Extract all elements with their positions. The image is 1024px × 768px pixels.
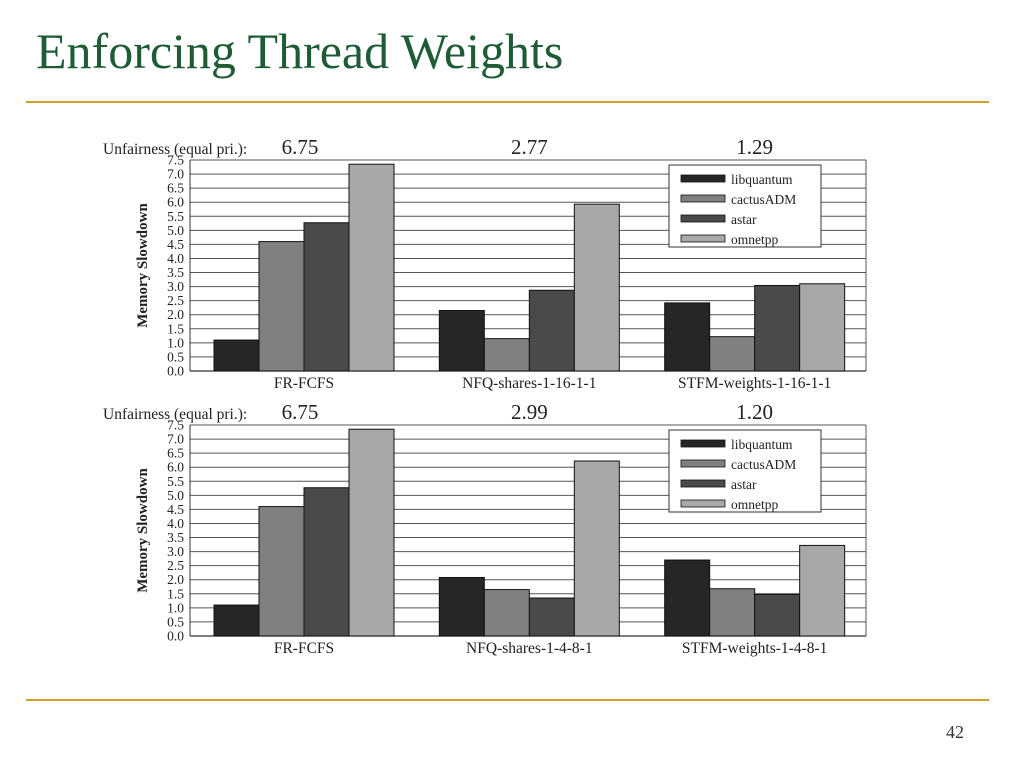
unfairness-value: 1.20 (736, 400, 773, 424)
page-number: 42 (946, 722, 964, 742)
y-tick-label: 7.5 (167, 153, 184, 168)
bar-omnetpp-1 (573, 460, 620, 637)
y-tick-label: 3.5 (167, 265, 184, 280)
unfairness-value: 2.99 (511, 400, 548, 424)
legend-label-omnetpp: omnetpp (731, 232, 778, 247)
y-tick-label: 4.5 (167, 237, 184, 252)
bar-cactusADM-1 (483, 589, 530, 637)
title-divider (26, 101, 989, 103)
legend-swatch-cactusADM (680, 459, 726, 468)
bar-astar-0 (303, 487, 350, 637)
bar-cactusADM-2 (709, 588, 756, 637)
unfairness-label: Unfairness (equal pri.): (103, 141, 247, 158)
unfairness-value: 6.75 (282, 135, 319, 159)
category-label: NFQ-shares-1-16-1-1 (462, 375, 596, 392)
bar-libquantum-0 (213, 339, 260, 372)
y-tick-label: 4.0 (167, 251, 184, 266)
unfairness-value: 1.29 (736, 135, 773, 159)
y-tick-label: 1.5 (167, 586, 184, 601)
y-tick-label: 3.0 (167, 544, 184, 559)
bar-libquantum-1 (438, 310, 485, 372)
legend-label-astar: astar (731, 212, 757, 227)
bar-omnetpp-2 (799, 283, 846, 372)
slide-title: Enforcing Thread Weights (36, 23, 564, 79)
category-label: FR-FCFS (274, 375, 334, 392)
y-tick-label: 3.5 (167, 530, 184, 545)
y-tick-label: 5.5 (167, 474, 184, 489)
category-label: STFM-weights-1-16-1-1 (678, 375, 831, 392)
bar-omnetpp-0 (348, 428, 395, 637)
bar-omnetpp-2 (799, 544, 846, 637)
category-label: STFM-weights-1-4-8-1 (682, 640, 828, 657)
legend-label-omnetpp: omnetpp (731, 497, 778, 512)
bar-astar-2 (754, 284, 801, 372)
legend-label-cactusADM: cactusADM (731, 457, 796, 472)
bar-astar-0 (303, 222, 350, 372)
y-axis-title: Memory Slowdown (135, 468, 151, 593)
y-tick-label: 1.0 (167, 600, 184, 615)
y-tick-label: 0.0 (167, 629, 184, 644)
y-tick-label: 5.5 (167, 209, 184, 224)
footer-divider (26, 699, 989, 701)
y-tick-label: 4.0 (167, 516, 184, 531)
legend-swatch-omnetpp (680, 234, 726, 243)
legend-swatch-libquantum (680, 174, 726, 183)
unfairness-label: Unfairness (equal pri.): (103, 406, 247, 423)
bar-libquantum-2 (664, 559, 711, 637)
y-tick-label: 2.5 (167, 293, 184, 308)
y-tick-label: 2.0 (167, 307, 184, 322)
y-tick-label: 1.0 (167, 335, 184, 350)
legend-label-libquantum: libquantum (731, 437, 793, 452)
y-tick-label: 6.0 (167, 460, 184, 475)
category-label: NFQ-shares-1-4-8-1 (466, 640, 593, 657)
legend-swatch-omnetpp (680, 499, 726, 508)
y-tick-label: 0.0 (167, 364, 184, 379)
y-tick-label: 6.0 (167, 195, 184, 210)
y-tick-label: 0.5 (167, 349, 184, 364)
legend-swatch-cactusADM (680, 194, 726, 203)
bar-omnetpp-1 (573, 203, 620, 372)
bar-cactusADM-0 (258, 506, 305, 637)
bar-astar-2 (754, 593, 801, 637)
y-tick-label: 7.5 (167, 418, 184, 433)
y-tick-label: 3.0 (167, 279, 184, 294)
bar-libquantum-0 (213, 604, 260, 637)
bar-cactusADM-1 (483, 338, 530, 372)
y-tick-label: 6.5 (167, 446, 184, 461)
category-label: FR-FCFS (274, 640, 334, 657)
y-tick-label: 7.0 (167, 167, 184, 182)
legend-label-cactusADM: cactusADM (731, 192, 796, 207)
legend-label-libquantum: libquantum (731, 172, 793, 187)
y-tick-label: 5.0 (167, 488, 184, 503)
legend-swatch-astar (680, 479, 726, 488)
bar-libquantum-1 (438, 576, 485, 637)
bar-libquantum-2 (664, 302, 711, 372)
y-tick-label: 5.0 (167, 223, 184, 238)
legend-swatch-libquantum (680, 439, 726, 448)
y-tick-label: 7.0 (167, 432, 184, 447)
y-tick-label: 0.5 (167, 614, 184, 629)
bar-astar-1 (528, 289, 575, 372)
bar-cactusADM-2 (709, 336, 756, 372)
unfairness-value: 2.77 (511, 135, 548, 159)
y-tick-label: 6.5 (167, 181, 184, 196)
bar-omnetpp-0 (348, 163, 395, 372)
legend-label-astar: astar (731, 477, 757, 492)
bar-astar-1 (528, 597, 575, 637)
y-tick-label: 4.5 (167, 502, 184, 517)
y-tick-label: 2.5 (167, 558, 184, 573)
y-tick-label: 2.0 (167, 572, 184, 587)
unfairness-value: 6.75 (282, 400, 319, 424)
legend-swatch-astar (680, 214, 726, 223)
y-tick-label: 1.5 (167, 321, 184, 336)
y-axis-title: Memory Slowdown (135, 203, 151, 328)
